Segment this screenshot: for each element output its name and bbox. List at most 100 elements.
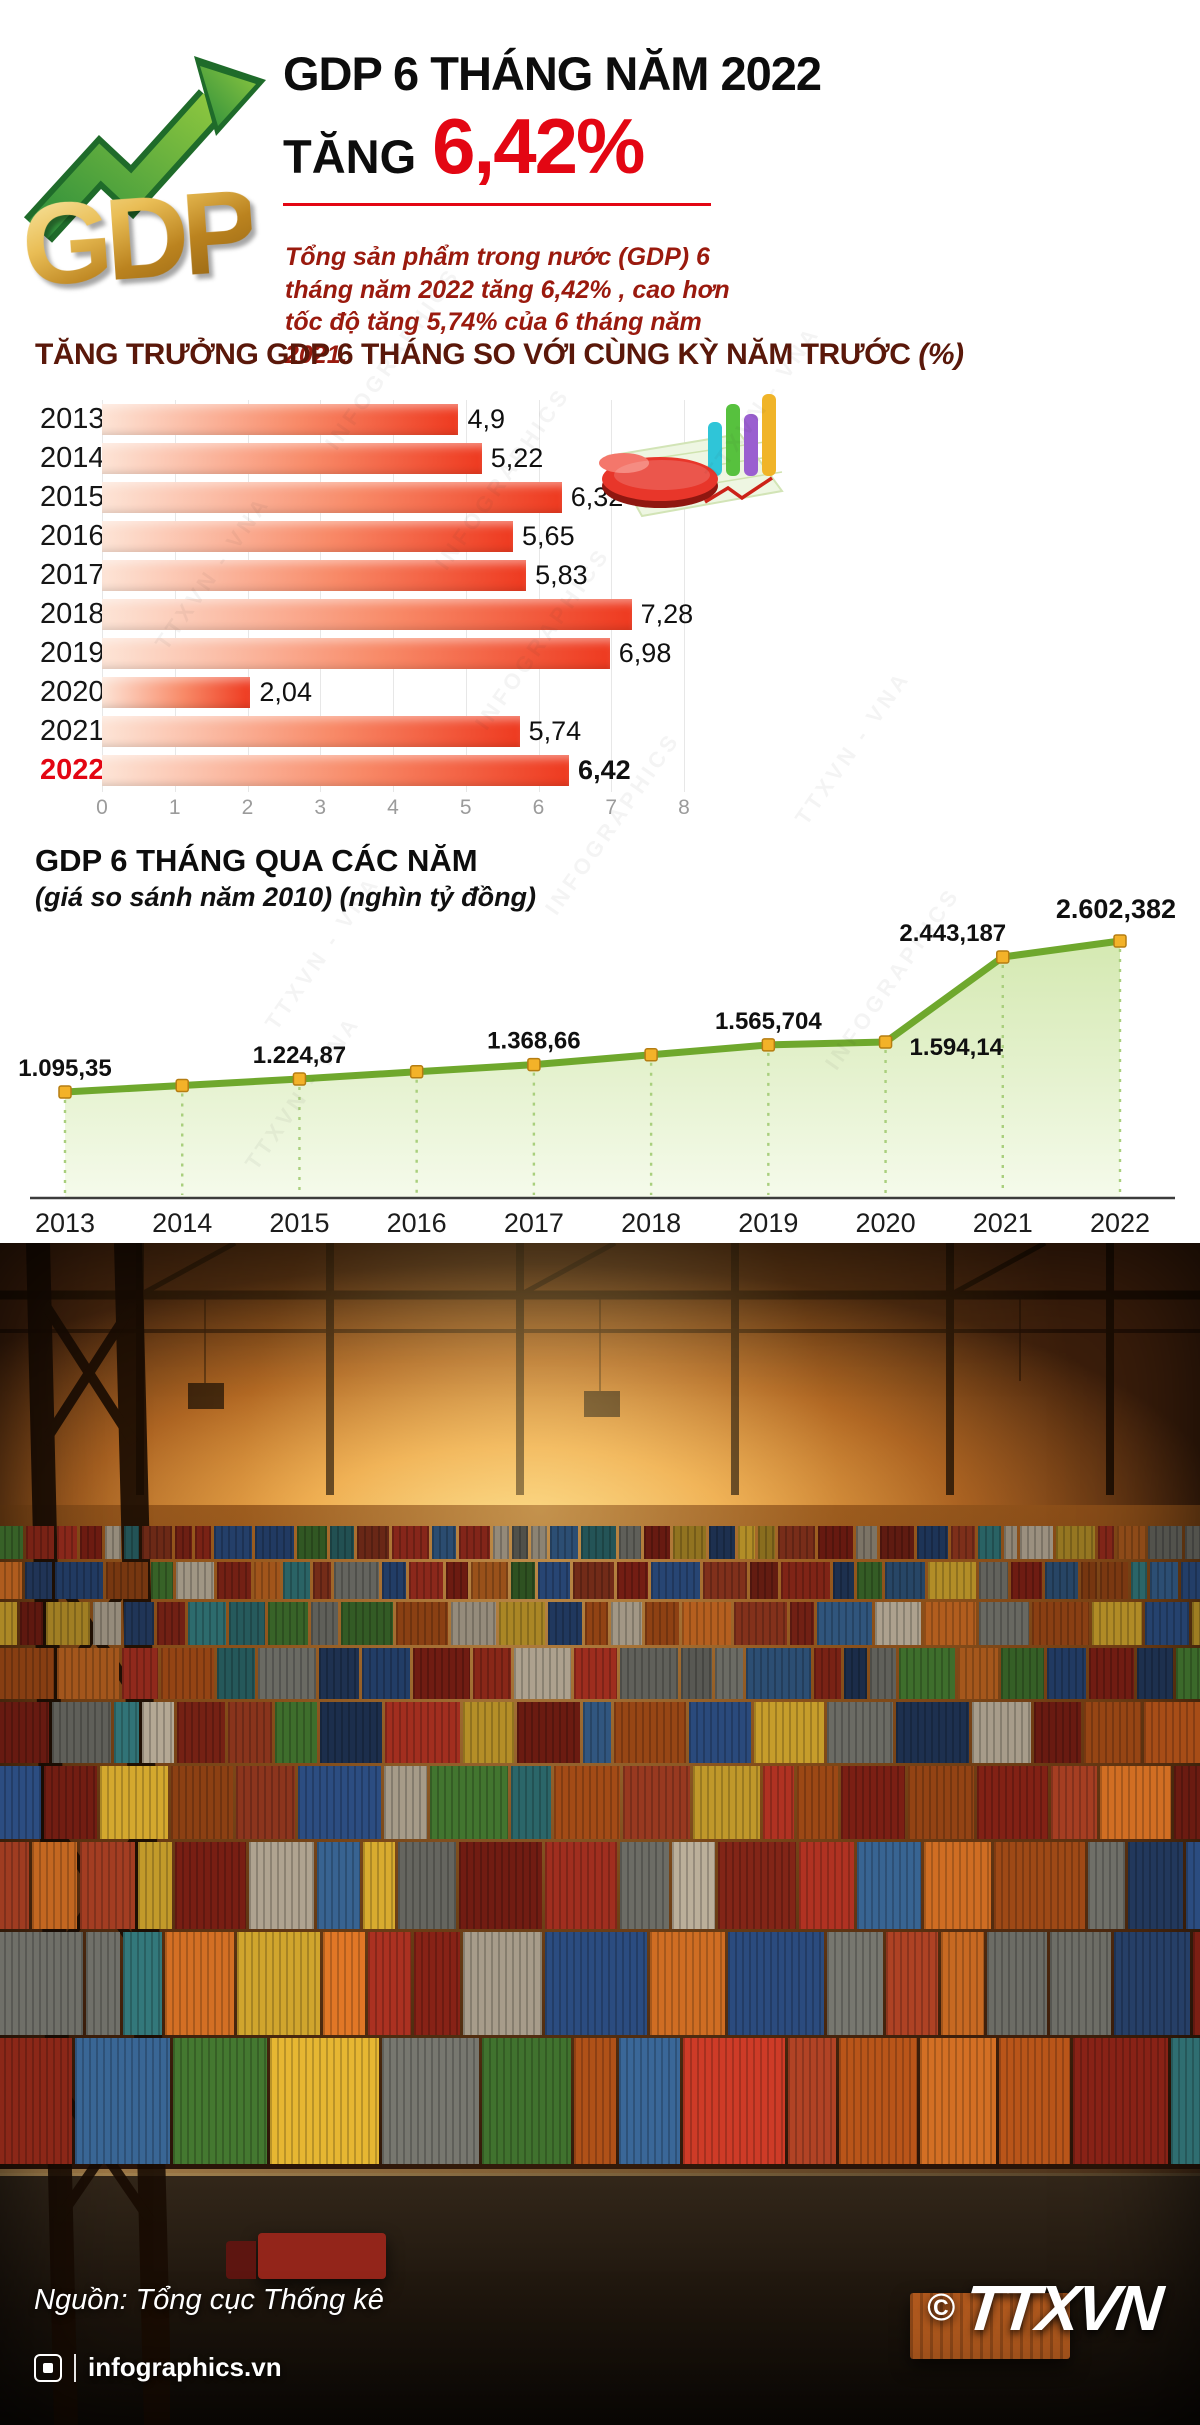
container-block	[25, 1562, 52, 1599]
container-block	[709, 1526, 735, 1559]
bar-chart-title-text: TĂNG TRƯỞNG GDP 6 THÁNG SO VỚI CÙNG KỲ N…	[35, 338, 911, 371]
bar-value-label: 5,74	[528, 716, 582, 746]
container-block	[1171, 2038, 1200, 2164]
container-row	[0, 1526, 1200, 1559]
container-block	[1081, 1562, 1097, 1599]
container-block	[1011, 1562, 1042, 1599]
bar-value-label: 5,22	[490, 443, 544, 473]
container-block	[0, 1562, 22, 1599]
bar-row: 2020 2,04	[40, 673, 740, 712]
container-block	[703, 1562, 747, 1599]
container-block	[651, 1562, 700, 1599]
container-block	[1176, 1648, 1200, 1699]
container-block	[763, 1766, 794, 1839]
bar-row: 2016 5,65	[40, 517, 740, 556]
container-block	[827, 1702, 893, 1763]
container-row	[0, 1842, 1200, 1929]
gridline	[611, 400, 613, 792]
axis-tick-label: 1	[168, 796, 181, 819]
container-block	[857, 1842, 921, 1929]
container-block	[283, 1562, 310, 1599]
container-block	[323, 1932, 365, 2035]
container-block	[100, 1766, 168, 1839]
point-value-label: 2.443,187	[899, 920, 1006, 947]
container-block	[341, 1602, 393, 1645]
container-block	[1150, 1562, 1178, 1599]
container-block	[1193, 1932, 1200, 2035]
container-block	[1137, 1648, 1173, 1699]
container-block	[1001, 1648, 1044, 1699]
container-block	[623, 1766, 690, 1839]
container-block	[363, 1842, 395, 1929]
bar-chart: 2013 4,9 2014 5,22 2015 6,32 2016 5,65 2017 5,83 2…	[40, 400, 740, 825]
truck	[226, 2233, 386, 2279]
axis-tick-label: 8	[678, 796, 690, 819]
container-block	[1092, 1602, 1142, 1645]
container-block	[463, 1932, 542, 2035]
container-block	[683, 2038, 785, 2164]
container-block	[124, 1602, 154, 1645]
container-block	[165, 1932, 234, 2035]
container-block	[249, 1842, 314, 1929]
bar-fill	[102, 716, 520, 747]
container-block	[0, 1602, 17, 1645]
container-block	[138, 1842, 172, 1929]
line-chart-svg: 1.095,35 1.224,87 1.368,66 1.565,704 1.594,1…	[18, 894, 1176, 1238]
bar-fill	[102, 560, 527, 591]
container-block	[620, 1842, 669, 1929]
container-block	[1032, 1602, 1089, 1645]
container-block	[548, 1602, 582, 1645]
container-block	[175, 1526, 192, 1559]
container-block	[750, 1562, 778, 1599]
container-block	[977, 1766, 1048, 1839]
bar-value-label: 5,65	[522, 521, 575, 551]
data-marker	[644, 1048, 658, 1062]
container-block	[385, 1702, 460, 1763]
container-block	[55, 1562, 103, 1599]
container-block	[473, 1648, 511, 1699]
container-block	[545, 1932, 647, 2035]
container-block	[57, 1526, 77, 1559]
container-block	[511, 1562, 535, 1599]
bar-year-label: 2019	[40, 637, 105, 669]
road-edge	[0, 2169, 1200, 2176]
container-block	[538, 1562, 570, 1599]
bar-value-label: 4,9	[467, 404, 506, 434]
container-block	[734, 1602, 787, 1645]
site-name: infographics.vn	[88, 2352, 282, 2382]
container-block	[839, 2038, 917, 2164]
container-block	[1084, 1702, 1141, 1763]
bar-year-label: 2020	[40, 676, 105, 708]
bar-gridlines	[102, 400, 685, 792]
container-block	[57, 1648, 119, 1699]
container-block	[1181, 1562, 1200, 1599]
container-block	[451, 1602, 496, 1645]
container-block	[413, 1648, 470, 1699]
container-block	[142, 1526, 172, 1559]
container-block	[142, 1702, 174, 1763]
container-block	[157, 1602, 185, 1645]
axis-tick-label: 2	[241, 796, 254, 819]
bar-row: 2022 6,42	[40, 751, 740, 790]
container-block	[870, 1648, 896, 1699]
container-block	[398, 1842, 456, 1929]
container-block	[673, 1526, 706, 1559]
gridline	[102, 400, 103, 792]
site-credit: infographics.vn	[34, 2352, 282, 2383]
container-block	[214, 1526, 252, 1559]
bar-year-label: 2016	[40, 520, 105, 552]
container-block	[718, 1842, 796, 1929]
bar-chart-unit: (%)	[918, 338, 964, 371]
point-value-label: 1.368,66	[487, 1028, 580, 1055]
agency-name: TTXVN	[961, 2272, 1164, 2344]
container-block	[574, 1648, 617, 1699]
container-block	[899, 1648, 955, 1699]
axis-tick-label: 4	[387, 796, 399, 819]
container-block	[617, 1562, 648, 1599]
gdp-logo-text: GDP	[17, 165, 257, 311]
container-block	[217, 1562, 251, 1599]
container-block	[1056, 1526, 1095, 1559]
container-block	[817, 1602, 872, 1645]
container-block	[311, 1602, 338, 1645]
